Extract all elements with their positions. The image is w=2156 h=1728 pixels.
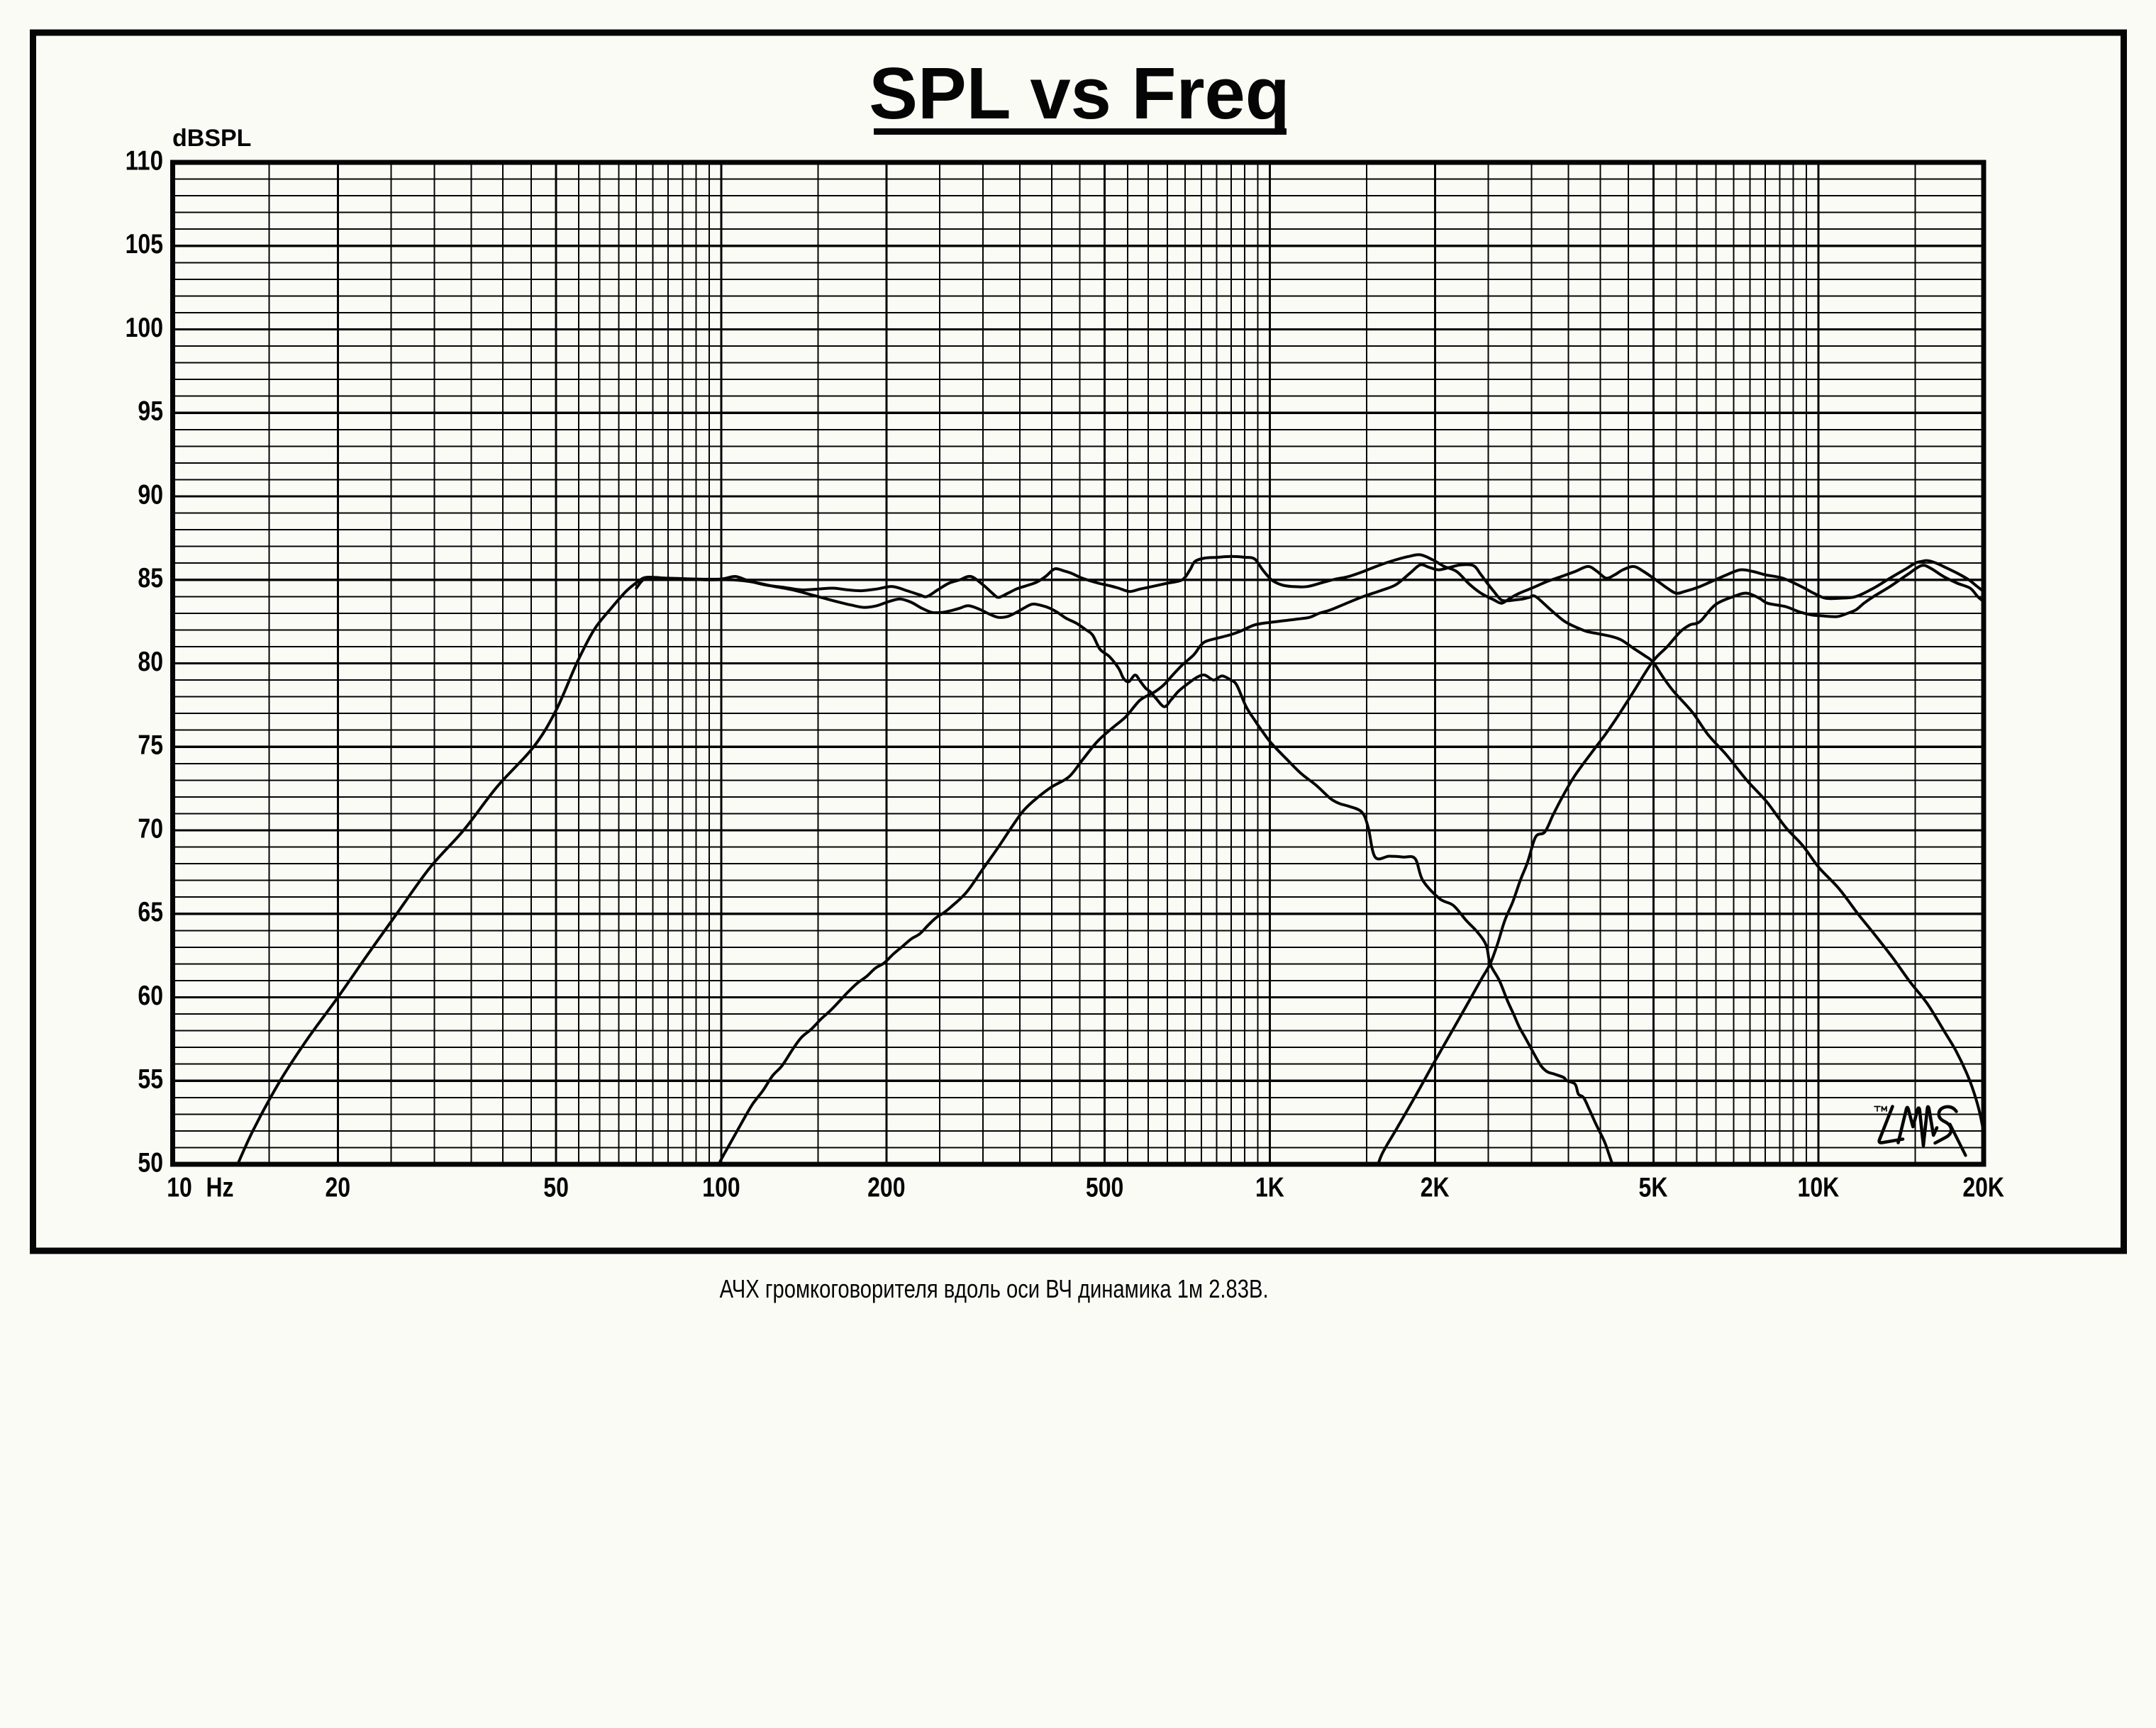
svg-text:105: 105 xyxy=(126,229,163,260)
svg-text:Hz: Hz xyxy=(206,1173,233,1203)
svg-text:500: 500 xyxy=(1086,1173,1123,1203)
svg-text:2K: 2K xyxy=(1421,1173,1450,1203)
svg-text:110: 110 xyxy=(126,145,163,176)
svg-text:20: 20 xyxy=(326,1173,351,1203)
svg-text:5K: 5K xyxy=(1639,1173,1668,1203)
svg-text:85: 85 xyxy=(138,563,163,593)
svg-text:90: 90 xyxy=(138,479,163,510)
svg-text:SPL vs Freq: SPL vs Freq xyxy=(869,52,1289,134)
svg-text:75: 75 xyxy=(138,730,163,761)
svg-text:65: 65 xyxy=(138,897,163,927)
svg-text:dBSPL: dBSPL xyxy=(172,125,251,152)
svg-text:95: 95 xyxy=(138,396,163,427)
svg-text:100: 100 xyxy=(702,1173,740,1203)
svg-text:10: 10 xyxy=(167,1173,192,1203)
svg-text:20K: 20K xyxy=(1962,1173,2004,1203)
svg-text:50: 50 xyxy=(543,1173,569,1203)
svg-text:10K: 10K xyxy=(1798,1173,1840,1203)
svg-text:200: 200 xyxy=(867,1173,905,1203)
svg-text:70: 70 xyxy=(138,813,163,844)
svg-text:60: 60 xyxy=(138,981,163,1011)
svg-text:55: 55 xyxy=(138,1064,163,1095)
svg-text:50: 50 xyxy=(138,1147,163,1178)
svg-text:1K: 1K xyxy=(1255,1173,1284,1203)
svg-text:100: 100 xyxy=(126,313,163,343)
svg-text:АЧХ громкоговорителя вдоль оси: АЧХ громкоговорителя вдоль оси ВЧ динами… xyxy=(720,1274,1269,1303)
svg-text:80: 80 xyxy=(138,647,163,677)
